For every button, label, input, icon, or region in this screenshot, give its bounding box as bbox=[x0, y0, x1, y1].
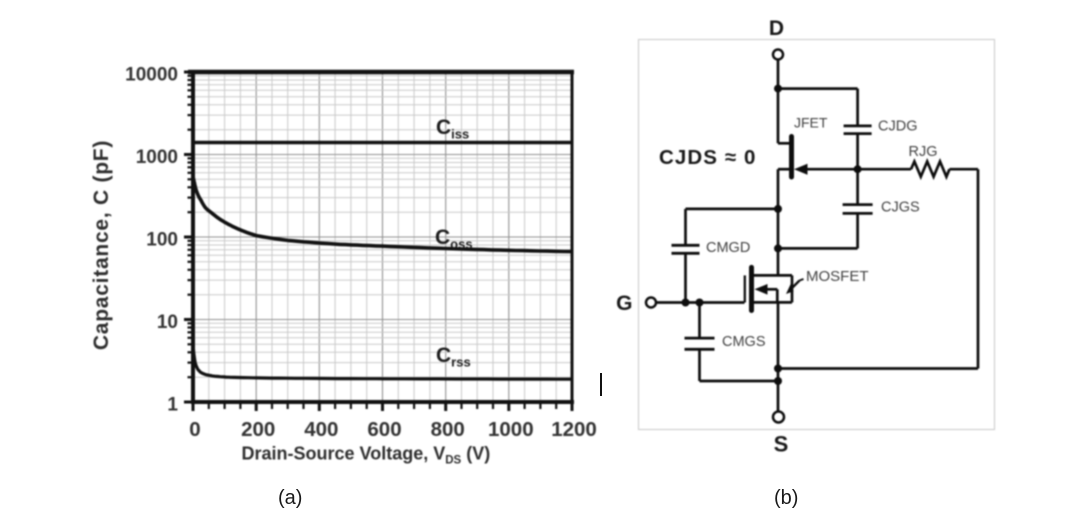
svg-text:1000: 1000 bbox=[136, 147, 178, 168]
svg-text:D: D bbox=[769, 17, 784, 40]
svg-text:600: 600 bbox=[367, 418, 401, 441]
svg-text:S: S bbox=[774, 432, 789, 457]
svg-text:G: G bbox=[616, 292, 632, 315]
svg-text:0: 0 bbox=[189, 418, 200, 441]
svg-text:200: 200 bbox=[241, 418, 275, 441]
svg-text:1: 1 bbox=[167, 395, 178, 416]
svg-text:400: 400 bbox=[304, 418, 338, 441]
svg-text:CMGS: CMGS bbox=[722, 334, 766, 350]
svg-text:JFET: JFET bbox=[794, 115, 828, 131]
svg-text:800: 800 bbox=[431, 418, 465, 441]
svg-text:CJGS: CJGS bbox=[881, 200, 920, 216]
svg-text:10000: 10000 bbox=[125, 65, 178, 86]
svg-text:CJDG: CJDG bbox=[878, 119, 917, 135]
svg-text:1200: 1200 bbox=[551, 418, 597, 441]
svg-text:CMGD: CMGD bbox=[706, 240, 750, 256]
svg-text:MOSFET: MOSFET bbox=[806, 268, 869, 285]
svg-text:100: 100 bbox=[146, 230, 178, 251]
svg-text:1000: 1000 bbox=[488, 418, 534, 441]
svg-text:CJDS ≈ 0: CJDS ≈ 0 bbox=[659, 146, 757, 169]
svg-text:RJG: RJG bbox=[909, 144, 938, 160]
svg-text:Drain-Source Voltage, VDS (V): Drain-Source Voltage, VDS (V) bbox=[242, 444, 491, 467]
svg-text:Capacitance, C (pF): Capacitance, C (pF) bbox=[90, 140, 113, 350]
svg-text:10: 10 bbox=[157, 312, 178, 333]
